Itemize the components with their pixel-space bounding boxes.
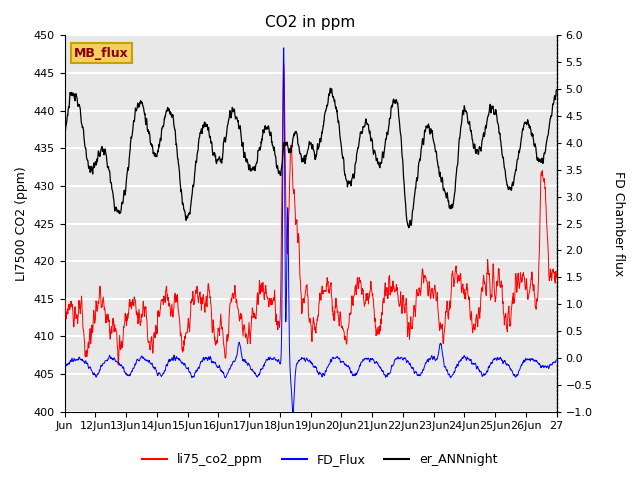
Y-axis label: LI7500 CO2 (ppm): LI7500 CO2 (ppm) xyxy=(15,166,28,281)
Y-axis label: FD Chamber flux: FD Chamber flux xyxy=(612,171,625,276)
Title: CO2 in ppm: CO2 in ppm xyxy=(266,15,356,30)
Legend: li75_co2_ppm, FD_Flux, er_ANNnight: li75_co2_ppm, FD_Flux, er_ANNnight xyxy=(137,448,503,471)
Text: MB_flux: MB_flux xyxy=(74,47,129,60)
